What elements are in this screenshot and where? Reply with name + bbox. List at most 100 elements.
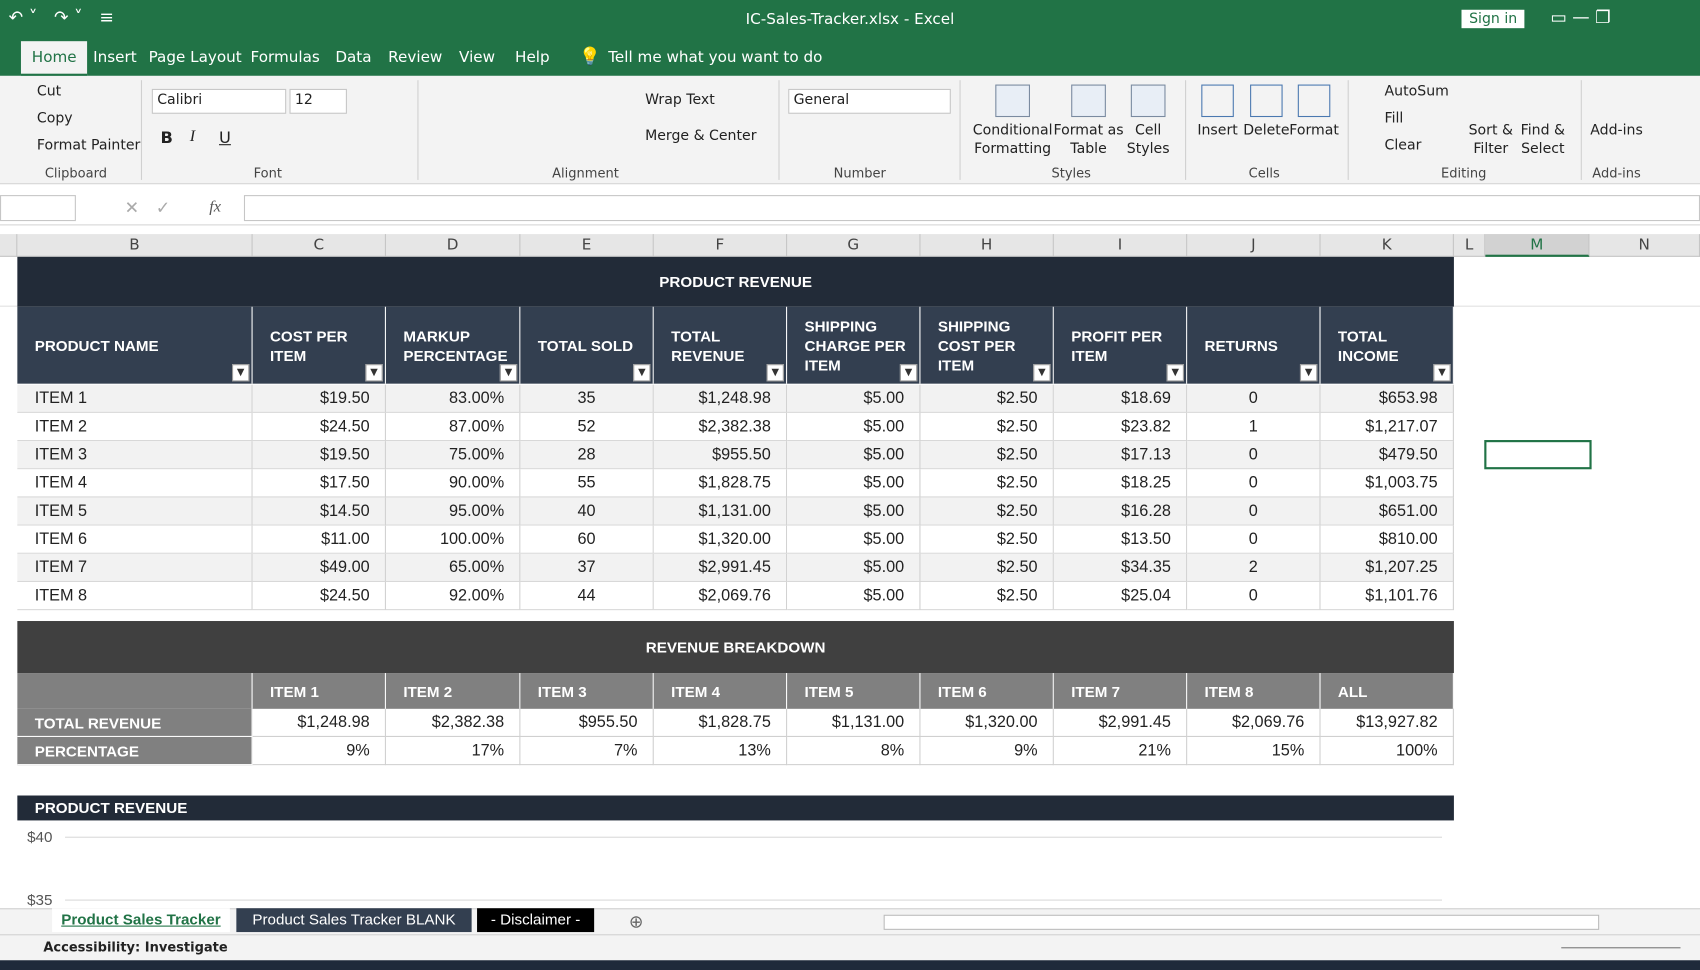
table-cell: 100.00%: [385, 525, 521, 554]
styles-button[interactable]: Cell Styles: [1127, 121, 1170, 158]
filter-button[interactable]: ▼: [766, 364, 784, 382]
ribbon-tab[interactable]: Help: [515, 48, 550, 67]
taskbar: [0, 960, 1700, 970]
column-header[interactable]: H: [920, 234, 1054, 257]
column-header[interactable]: D: [386, 234, 521, 257]
column-header[interactable]: E: [520, 234, 654, 257]
table-cell: 2: [1187, 553, 1321, 583]
filter-button[interactable]: ▼: [899, 364, 918, 382]
column-header[interactable]: N: [1589, 234, 1700, 257]
filter-button[interactable]: ▼: [1033, 364, 1051, 382]
filter-button[interactable]: ▼: [499, 364, 518, 382]
add-sheet-button[interactable]: ⊕: [628, 911, 644, 933]
breakdown-header: ITEM 3: [520, 673, 654, 709]
alignment-button[interactable]: Wrap Text: [645, 92, 715, 109]
table-cell: $2.50: [920, 412, 1054, 442]
filter-button[interactable]: ▼: [1299, 364, 1318, 382]
sign-in[interactable]: Sign in: [1461, 9, 1525, 29]
sheet-tab[interactable]: Product Sales Tracker BLANK: [236, 908, 472, 933]
ribbon-tab[interactable]: View: [459, 48, 496, 67]
number-format-box[interactable]: General: [788, 88, 951, 114]
name-box[interactable]: [0, 195, 76, 222]
column-header[interactable]: A: [0, 234, 18, 257]
filter-button[interactable]: ▼: [633, 364, 651, 382]
styles-button[interactable]: Conditional Formatting: [973, 121, 1053, 158]
table-cell: $2.50: [920, 553, 1054, 583]
font-style-button[interactable]: I: [189, 127, 196, 146]
clipboard-button[interactable]: Cut: [36, 83, 62, 100]
button-line: Conditional: [972, 122, 1053, 139]
ribbon-tab[interactable]: Formulas: [250, 48, 320, 67]
column-header[interactable]: G: [787, 234, 921, 257]
font-size-box[interactable]: 12: [289, 88, 347, 114]
filter-button[interactable]: ▼: [1433, 364, 1451, 382]
column-header[interactable]: C: [253, 234, 386, 257]
clipboard-button[interactable]: Format Painter: [36, 137, 141, 154]
table-cell: $2,382.38: [653, 412, 788, 442]
addins-button[interactable]: Add-ins: [1590, 122, 1643, 139]
editing-button[interactable]: Find & Select: [1521, 121, 1565, 158]
selected-cell[interactable]: [1484, 440, 1592, 470]
breakdown-header: ITEM 4: [653, 673, 788, 709]
breakdown-cell: 9%: [252, 736, 386, 766]
zoom-slider[interactable]: [1561, 947, 1681, 949]
quick-access[interactable]: ↶ ˅ ↷ ˅ ≡: [8, 6, 114, 28]
filter-button[interactable]: ▼: [1166, 364, 1184, 382]
table-cell: 0: [1187, 469, 1321, 498]
column-header[interactable]: F: [654, 234, 788, 257]
breakdown-cell: 15%: [1187, 736, 1321, 766]
font-style-button[interactable]: U: [219, 127, 231, 148]
formula-fx: fx: [209, 198, 221, 216]
cells-button[interactable]: Insert: [1197, 122, 1238, 139]
editing-button[interactable]: Sort & Filter: [1469, 121, 1513, 158]
ribbon-tab[interactable]: Review: [388, 48, 443, 67]
breakdown-cell: $1,248.98: [252, 708, 386, 737]
button-line: Cell: [1134, 122, 1162, 139]
styles-icon: [995, 84, 1030, 118]
ribbon-tab[interactable]: Data: [335, 48, 372, 67]
formula-buttons[interactable]: ✕ ✓: [124, 197, 171, 218]
column-header[interactable]: J: [1187, 234, 1321, 257]
table-cell: $19.50: [252, 384, 386, 413]
column-header[interactable]: K: [1321, 234, 1454, 257]
ribbon-tab[interactable]: Page Layout: [148, 48, 242, 67]
column-header[interactable]: M: [1485, 234, 1590, 257]
filter-button[interactable]: ▼: [365, 364, 383, 382]
cells-button[interactable]: Delete: [1243, 122, 1290, 139]
styles-button[interactable]: Format as Table: [1053, 121, 1123, 158]
table-cell: $653.98: [1320, 384, 1454, 413]
editing-button[interactable]: Fill: [1384, 110, 1404, 127]
font-style-button[interactable]: B: [160, 127, 173, 148]
cells-button[interactable]: Format: [1289, 122, 1339, 139]
filter-button[interactable]: ▼: [232, 364, 250, 382]
ribbon-tab[interactable]: Insert: [93, 48, 137, 67]
horizontal-scrollbar[interactable]: [883, 914, 1600, 930]
column-header-bar: [0, 234, 1700, 257]
ribbon-tab[interactable]: Home: [20, 41, 88, 76]
alignment-button[interactable]: Merge & Center: [645, 127, 757, 145]
font-name-box[interactable]: Calibri: [151, 88, 287, 114]
breakdown-cell: $13,927.82: [1320, 708, 1454, 737]
table-cell: $25.04: [1053, 582, 1188, 611]
formula-bar: [0, 190, 1700, 226]
breakdown-cell: $1,828.75: [653, 708, 788, 737]
title-bar: [0, 0, 1700, 76]
editing-button[interactable]: AutoSum: [1384, 83, 1449, 100]
column-header[interactable]: L: [1454, 234, 1486, 257]
breakdown-title: REVENUE BREAKDOWN: [17, 621, 1454, 674]
column-header[interactable]: I: [1054, 234, 1188, 257]
breakdown-cell: 7%: [520, 736, 654, 766]
tell-me[interactable]: Tell me what you want to do: [608, 48, 823, 67]
clipboard-button[interactable]: Copy: [36, 110, 73, 127]
sheet-tab[interactable]: - Disclaimer -: [477, 908, 595, 933]
table-header: SHIPPING COST PER ITEM: [920, 306, 1054, 384]
editing-button[interactable]: Clear: [1384, 137, 1422, 154]
formula-input[interactable]: [243, 195, 1700, 222]
column-header[interactable]: B: [17, 234, 253, 257]
sheet-tab[interactable]: Product Sales Tracker: [52, 908, 230, 933]
group-label: Add-ins: [1592, 165, 1641, 181]
table-cell: $5.00: [787, 525, 921, 554]
table-cell: 87.00%: [385, 412, 521, 442]
breakdown-header: ITEM 2: [385, 673, 521, 709]
table-cell: 52: [520, 412, 654, 442]
